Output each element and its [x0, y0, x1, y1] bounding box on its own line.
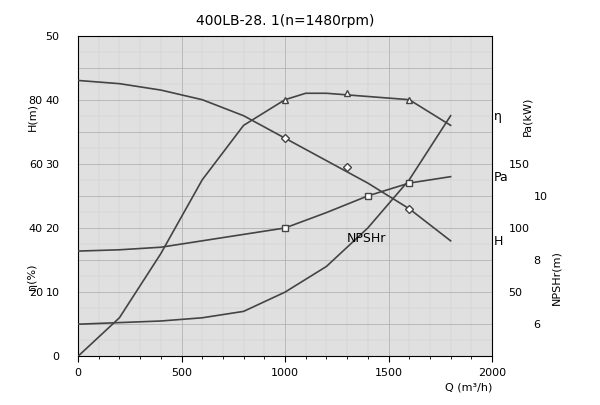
- Text: 50: 50: [509, 288, 523, 297]
- Text: 100: 100: [509, 224, 530, 233]
- Text: 10: 10: [533, 192, 547, 201]
- Text: NPSHr(m): NPSHr(m): [551, 249, 561, 304]
- Text: η: η: [494, 110, 502, 123]
- Text: 0: 0: [52, 352, 59, 361]
- Text: 20: 20: [29, 288, 43, 297]
- Text: 80: 80: [29, 96, 43, 105]
- Text: 30: 30: [46, 160, 59, 169]
- Text: 10: 10: [46, 288, 59, 297]
- Text: 60: 60: [29, 160, 43, 169]
- Text: 40: 40: [29, 224, 43, 233]
- Text: NPSHr: NPSHr: [347, 231, 386, 244]
- Text: 6: 6: [533, 320, 541, 329]
- Text: 8: 8: [533, 256, 541, 265]
- Text: Pa: Pa: [494, 171, 509, 184]
- Text: 50: 50: [46, 32, 59, 41]
- Text: 20: 20: [45, 224, 59, 233]
- Text: Pa(kW): Pa(kW): [522, 97, 532, 136]
- Text: 150: 150: [509, 160, 530, 169]
- Text: H: H: [494, 235, 503, 248]
- Text: Q (m³/h): Q (m³/h): [445, 382, 492, 392]
- Text: η(%): η(%): [28, 263, 37, 290]
- Title: 400LB-28. 1(n=1480rpm): 400LB-28. 1(n=1480rpm): [196, 15, 374, 28]
- Text: 40: 40: [45, 96, 59, 105]
- Text: H(m): H(m): [28, 102, 37, 130]
